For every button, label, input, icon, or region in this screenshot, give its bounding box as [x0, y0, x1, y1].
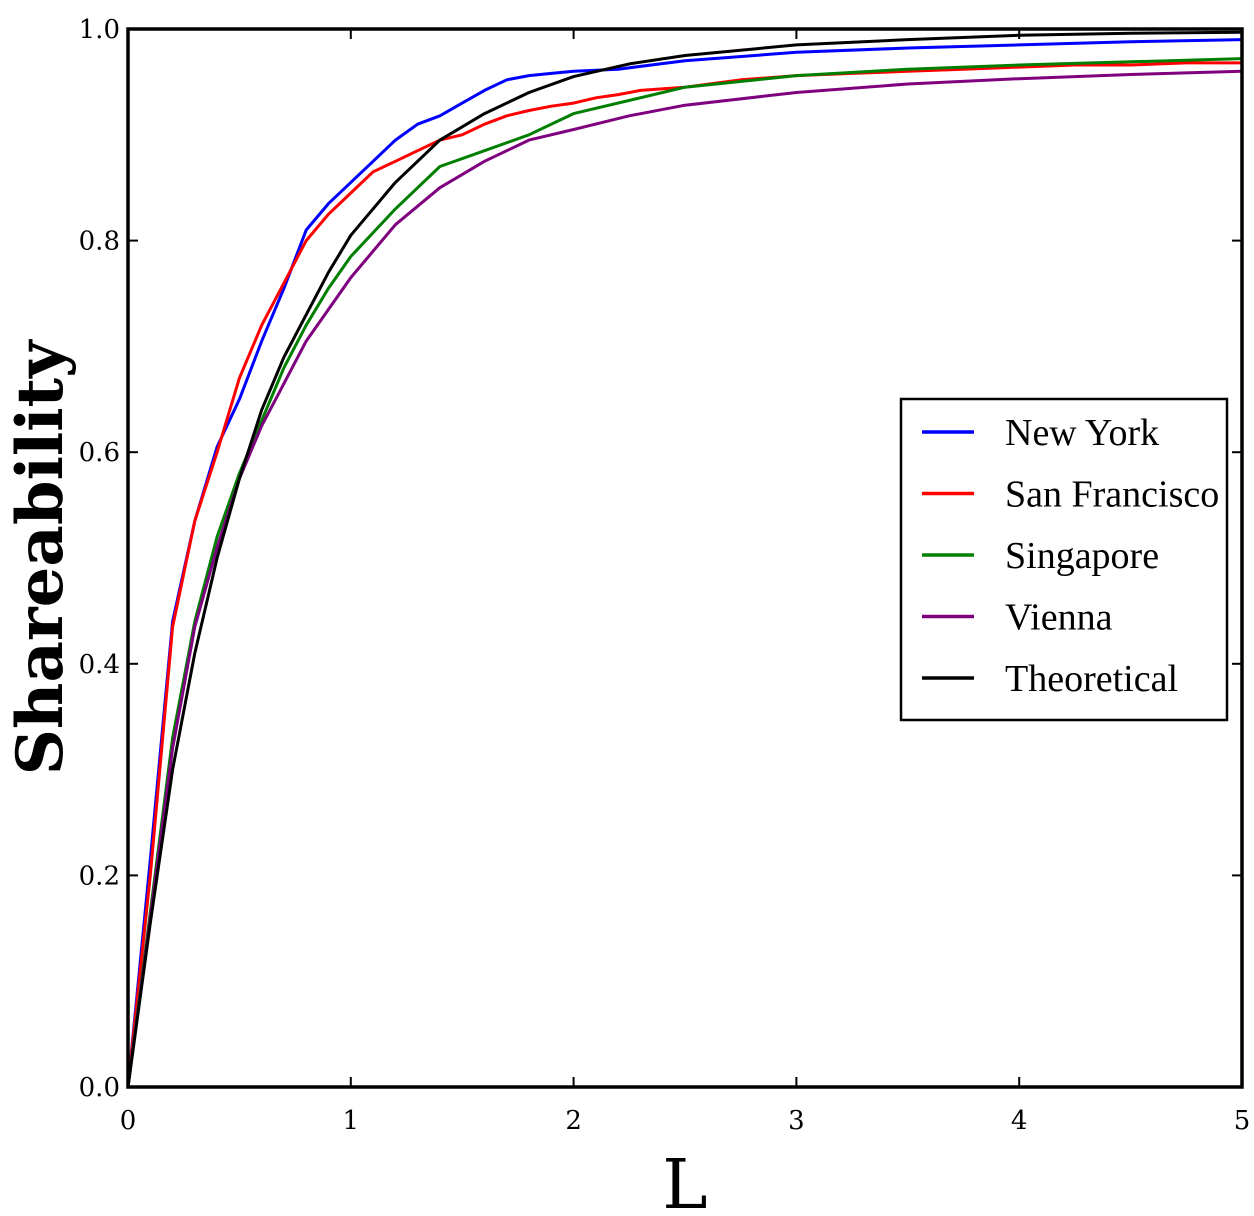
legend-label: New York — [1005, 412, 1159, 454]
x-tick-label: 3 — [788, 1106, 805, 1136]
y-tick-label: 0.4 — [79, 650, 120, 680]
y-tick-label: 0.2 — [79, 861, 120, 891]
legend: New York San Francisco Singapore Vienna Theo… — [899, 397, 1229, 722]
legend-items: New York San Francisco Singapore Vienna Theo… — [922, 412, 1219, 700]
legend-label: Theoretical — [1005, 658, 1178, 700]
y-axis-ticks: 0.0 0.2 0.4 0.6 0.8 1.0 — [79, 15, 1242, 1103]
x-tick-label: 2 — [565, 1106, 582, 1136]
series-line-vienna — [126, 69, 1244, 1089]
plot-frame — [126, 27, 1244, 1089]
x-axis-label: L — [662, 1146, 707, 1216]
x-tick-label: 4 — [1011, 1106, 1028, 1136]
x-tick-label: 1 — [343, 1106, 360, 1136]
legend-label: Vienna — [1005, 597, 1113, 639]
y-tick-label: 0.6 — [79, 438, 120, 468]
y-tick-label: 0.0 — [79, 1073, 120, 1103]
legend-label: San Francisco — [1005, 474, 1219, 516]
y-axis-label: Shareability — [3, 339, 78, 775]
series-layer — [126, 30, 1244, 1089]
y-tick-label: 1.0 — [79, 15, 120, 45]
x-axis-ticks: 0 1 2 3 4 5 — [120, 29, 1251, 1136]
legend-box — [899, 397, 1229, 722]
series-line-singapore — [126, 57, 1244, 1089]
series-line-new-york — [126, 38, 1244, 1089]
x-tick-label: 5 — [1234, 1106, 1251, 1136]
y-tick-label: 0.8 — [79, 227, 120, 257]
series-line-theoretical — [126, 30, 1244, 1089]
x-tick-label: 0 — [120, 1106, 137, 1136]
legend-label: Singapore — [1005, 535, 1159, 577]
series-line-san-francisco — [126, 61, 1244, 1089]
